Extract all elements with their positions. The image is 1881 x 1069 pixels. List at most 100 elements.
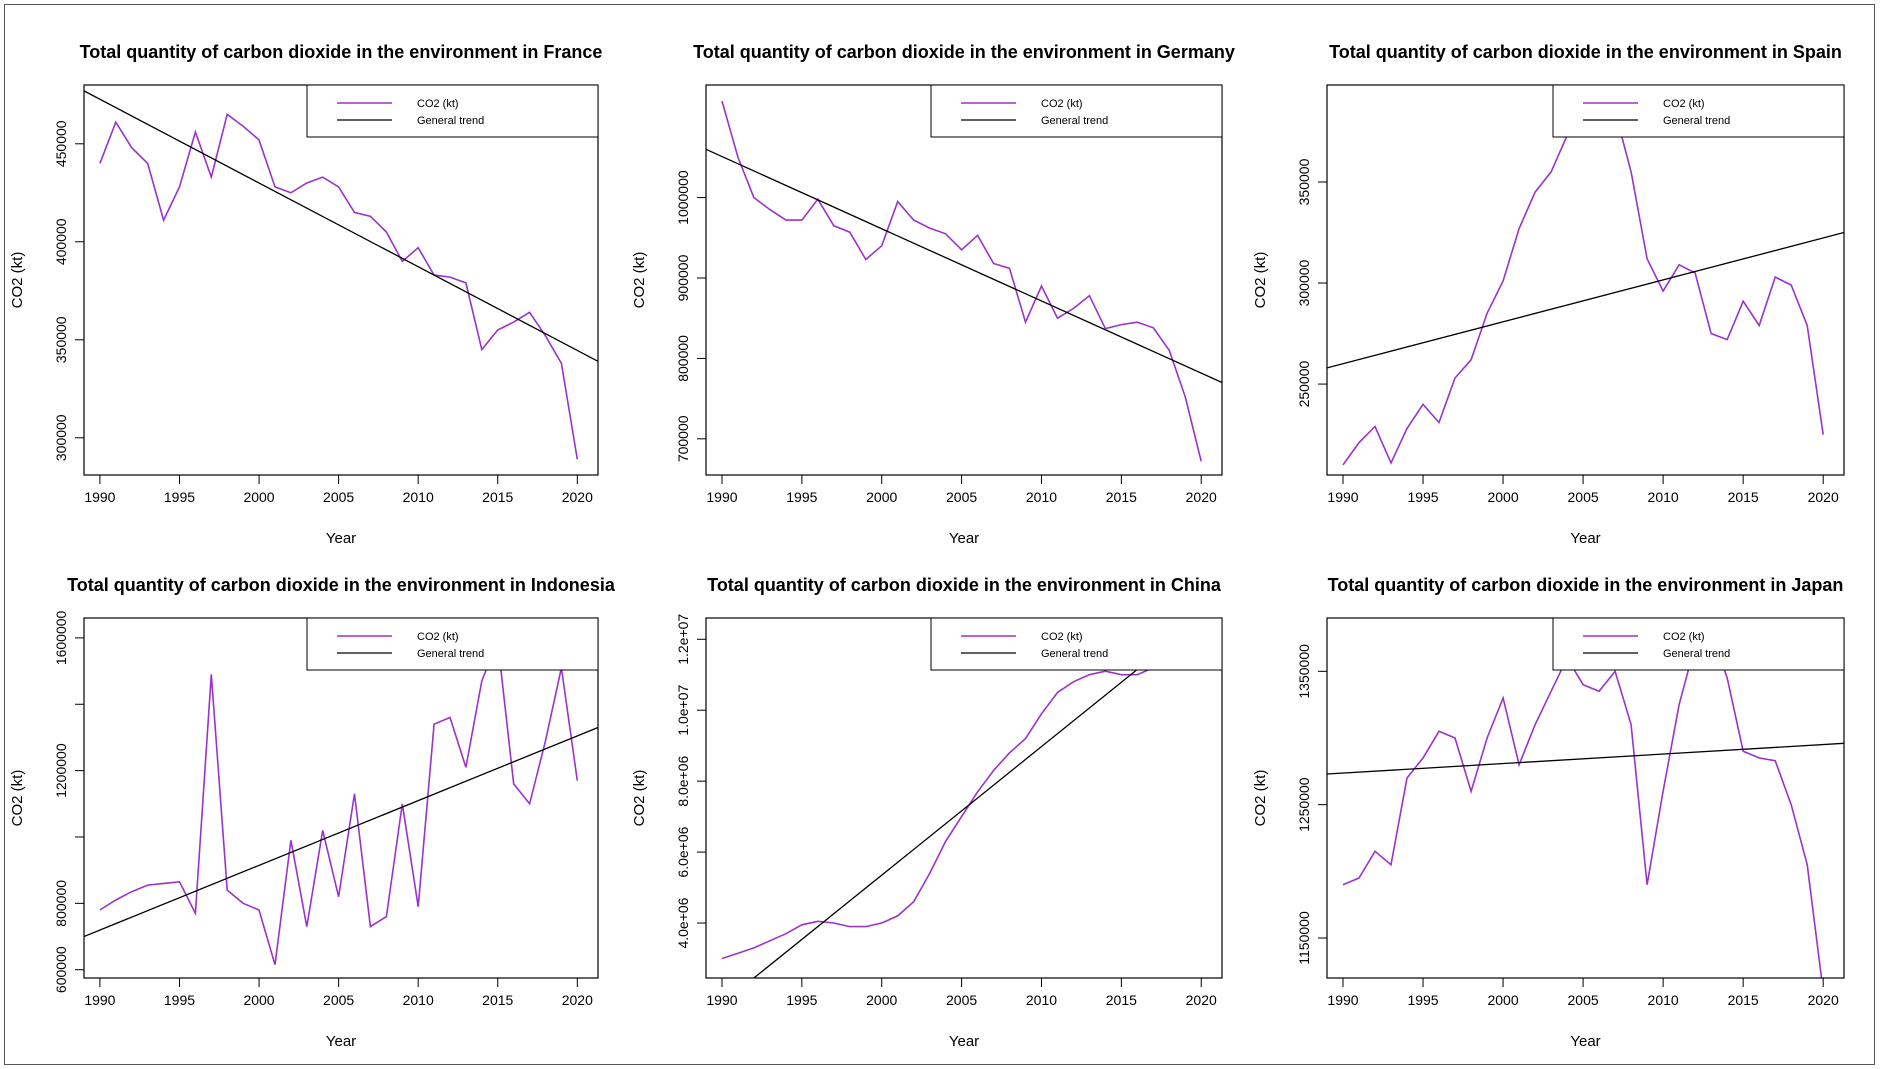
x-tick-label: 2000 bbox=[243, 992, 274, 1008]
x-tick-label: 2020 bbox=[1186, 489, 1217, 505]
y-axis-title: CO2 (kt) bbox=[1252, 252, 1269, 309]
y-tick-label: 8.0e+06 bbox=[675, 755, 691, 806]
x-axis-title: Year bbox=[949, 1033, 979, 1050]
x-axis-title: Year bbox=[326, 1033, 356, 1050]
plot-border bbox=[705, 84, 1223, 476]
x-axis-title: Year bbox=[326, 530, 356, 547]
y-tick-label: 6.0e+06 bbox=[675, 826, 691, 877]
chart-panel-6: Total quantity of carbon dioxide in the … bbox=[1252, 575, 1845, 1050]
y-tick-label: 350000 bbox=[53, 316, 69, 363]
y-axis-title: CO2 (kt) bbox=[9, 770, 26, 827]
x-tick-label: 1995 bbox=[786, 992, 817, 1008]
legend-box bbox=[930, 617, 1223, 671]
chart-panel-2: Total quantity of carbon dioxide in the … bbox=[631, 42, 1235, 547]
legend-box bbox=[306, 617, 599, 671]
trend-line bbox=[1327, 742, 1844, 775]
x-tick-label: 2010 bbox=[403, 992, 434, 1008]
chart-panel-4: Total quantity of carbon dioxide in the … bbox=[9, 575, 616, 1050]
y-tick-label: 1.0e+07 bbox=[675, 685, 691, 736]
x-tick-label: 2005 bbox=[1568, 992, 1599, 1008]
chart-title: Total quantity of carbon dioxide in the … bbox=[1329, 42, 1842, 62]
x-tick-label: 2000 bbox=[243, 489, 274, 505]
x-tick-label: 2020 bbox=[562, 992, 593, 1008]
y-tick-label: 700000 bbox=[675, 415, 691, 462]
y-axis-title: CO2 (kt) bbox=[9, 252, 26, 309]
plot-border bbox=[83, 84, 599, 476]
x-tick-label: 2015 bbox=[1106, 489, 1137, 505]
x-tick-label: 2010 bbox=[403, 489, 434, 505]
series-line-co2 bbox=[721, 638, 1202, 960]
x-tick-label: 2010 bbox=[1026, 992, 1057, 1008]
x-tick-label: 1995 bbox=[164, 489, 195, 505]
legend-label-co2: CO2 (kt) bbox=[1663, 98, 1705, 110]
x-tick-label: 2005 bbox=[1568, 489, 1599, 505]
x-tick-label: 2020 bbox=[1808, 992, 1839, 1008]
x-tick-label: 2000 bbox=[866, 992, 897, 1008]
trend-line bbox=[753, 618, 1202, 978]
legend-label-trend: General trend bbox=[1663, 648, 1730, 660]
legend-box bbox=[1552, 84, 1845, 138]
y-tick-label: 250000 bbox=[1296, 360, 1312, 407]
legend: CO2 (kt) General trend bbox=[306, 617, 599, 671]
y-tick-label: 1200000 bbox=[53, 743, 69, 798]
x-tick-label: 2000 bbox=[866, 489, 897, 505]
x-tick-label: 2005 bbox=[323, 992, 354, 1008]
legend-label-trend: General trend bbox=[1663, 115, 1730, 127]
chart-title: Total quantity of carbon dioxide in the … bbox=[80, 42, 603, 62]
x-tick-label: 1990 bbox=[84, 992, 115, 1008]
legend: CO2 (kt) General trend bbox=[1552, 617, 1845, 671]
series-line-co2 bbox=[99, 640, 579, 965]
x-tick-label: 2000 bbox=[1487, 489, 1518, 505]
x-tick-label: 2020 bbox=[562, 489, 593, 505]
trend-line bbox=[1327, 231, 1844, 369]
legend-label-co2: CO2 (kt) bbox=[1663, 631, 1705, 643]
chart-title: Total quantity of carbon dioxide in the … bbox=[67, 575, 616, 595]
x-tick-label: 1995 bbox=[1407, 489, 1438, 505]
series-line-co2 bbox=[1342, 107, 1824, 466]
chart-panel-1: Total quantity of carbon dioxide in the … bbox=[9, 42, 602, 547]
legend: CO2 (kt) General trend bbox=[930, 617, 1223, 671]
x-tick-label: 2010 bbox=[1648, 489, 1679, 505]
x-tick-label: 2015 bbox=[1728, 992, 1759, 1008]
x-axis-title: Year bbox=[1570, 1033, 1600, 1050]
series-line-co2 bbox=[1342, 629, 1823, 978]
trend-line bbox=[84, 726, 598, 938]
x-tick-label: 2015 bbox=[482, 992, 513, 1008]
y-tick-label: 900000 bbox=[675, 254, 691, 301]
y-tick-label: 350000 bbox=[1296, 158, 1312, 205]
x-tick-label: 1990 bbox=[706, 489, 737, 505]
y-tick-label: 1600000 bbox=[53, 610, 69, 665]
legend-box bbox=[306, 84, 599, 138]
legend-label-co2: CO2 (kt) bbox=[417, 98, 459, 110]
y-tick-label: 400000 bbox=[53, 218, 69, 265]
y-tick-label: 300000 bbox=[1296, 259, 1312, 306]
x-tick-label: 2020 bbox=[1808, 489, 1839, 505]
trend-line bbox=[706, 148, 1222, 384]
legend-label-co2: CO2 (kt) bbox=[1041, 98, 1083, 110]
legend-box bbox=[1552, 617, 1845, 671]
y-tick-label: 1.2e+07 bbox=[675, 614, 691, 665]
chart-title: Total quantity of carbon dioxide in the … bbox=[1328, 575, 1844, 595]
x-tick-label: 2015 bbox=[1106, 992, 1137, 1008]
x-tick-label: 2010 bbox=[1648, 992, 1679, 1008]
plot-border bbox=[83, 617, 599, 979]
legend: CO2 (kt) General trend bbox=[306, 84, 599, 138]
legend-label-trend: General trend bbox=[417, 115, 484, 127]
legend-label-trend: General trend bbox=[1041, 648, 1108, 660]
y-tick-label: 1000000 bbox=[675, 170, 691, 225]
legend-label-trend: General trend bbox=[417, 648, 484, 660]
y-tick-label: 450000 bbox=[53, 120, 69, 167]
x-tick-label: 2005 bbox=[946, 992, 977, 1008]
chart-title: Total quantity of carbon dioxide in the … bbox=[693, 42, 1235, 62]
y-tick-label: 800000 bbox=[675, 335, 691, 382]
y-axis-title: CO2 (kt) bbox=[631, 770, 648, 827]
plot-border bbox=[1326, 84, 1845, 476]
x-tick-label: 1990 bbox=[706, 992, 737, 1008]
legend: CO2 (kt) General trend bbox=[930, 84, 1223, 138]
chart-panel-3: Total quantity of carbon dioxide in the … bbox=[1252, 42, 1845, 547]
x-tick-label: 2005 bbox=[323, 489, 354, 505]
x-tick-label: 1990 bbox=[84, 489, 115, 505]
legend-label-trend: General trend bbox=[1041, 115, 1108, 127]
series-line-co2 bbox=[99, 113, 579, 460]
